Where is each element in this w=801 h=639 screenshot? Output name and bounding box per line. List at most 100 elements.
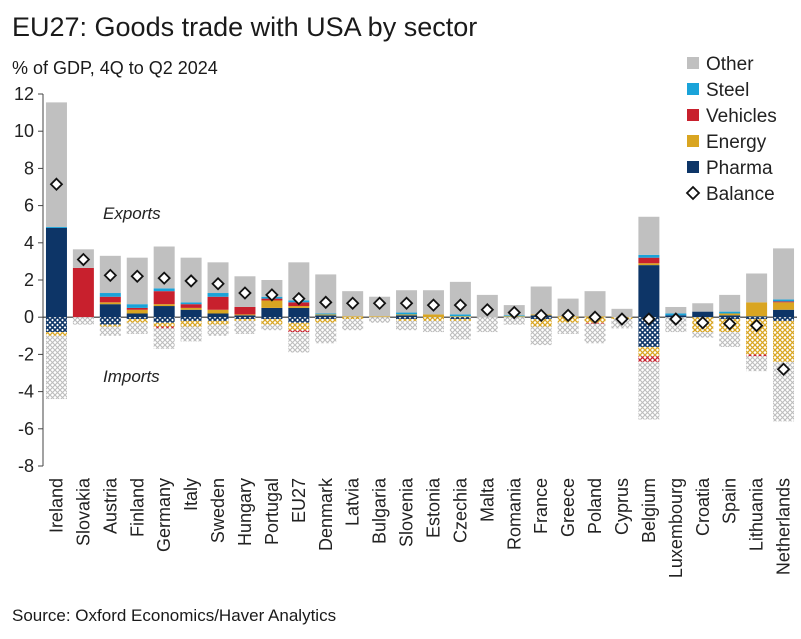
export-bar-energy: [396, 314, 418, 316]
export-bar-vehicles: [773, 301, 795, 303]
x-tick-label: Belgium: [639, 478, 659, 543]
balance-marker: [292, 291, 306, 306]
import-bar-pharma: [153, 317, 175, 323]
import-bar-other: [719, 332, 741, 347]
x-tick-label: Denmark: [316, 477, 336, 551]
imports-annotation: Imports: [103, 367, 160, 386]
import-bar-pharma: [396, 317, 418, 320]
x-tick-label: Estonia: [423, 477, 443, 538]
import-bar-other: [530, 326, 552, 346]
x-tick-label: Austria: [100, 477, 120, 534]
export-bar-pharma: [153, 306, 175, 318]
export-bar-energy: [315, 314, 337, 316]
import-bar-energy: [449, 319, 471, 321]
x-tick-label: Czechia: [450, 477, 470, 543]
export-bar-other: [557, 298, 579, 317]
export-bar-vehicles: [638, 257, 660, 264]
import-bar-other: [422, 320, 444, 333]
export-bar-other: [692, 303, 714, 312]
balance-marker: [534, 308, 548, 323]
import-bar-other: [692, 332, 714, 338]
export-bar-pharma: [99, 304, 121, 318]
import-bar-energy: [261, 319, 283, 325]
import-bar-pharma: [126, 317, 148, 320]
legend-label-balance: Balance: [706, 184, 775, 205]
legend-balance-swatch: [685, 185, 701, 201]
import-bar-other: [396, 320, 418, 331]
import-bar-pharma: [207, 317, 229, 321]
x-tick-label: Italy: [181, 478, 201, 511]
import-bar-other: [153, 328, 175, 349]
import-bar-other: [99, 326, 121, 336]
import-bar-energy: [638, 346, 660, 357]
legend-label-steel: Steel: [706, 80, 749, 101]
export-bar-energy: [180, 307, 202, 310]
legend-swatch-energy: [687, 135, 699, 147]
import-bar-other: [638, 361, 660, 420]
export-bar-energy: [207, 309, 229, 314]
export-bar-vehicles: [72, 267, 94, 318]
export-bar-pharma: [396, 315, 418, 318]
export-bar-other: [746, 273, 768, 303]
export-bar-vehicles: [153, 291, 175, 305]
export-bar-pharma: [315, 315, 337, 318]
import-bar-energy: [315, 319, 337, 323]
export-bar-steel: [449, 314, 471, 317]
import-bar-energy: [396, 319, 418, 321]
export-bar-energy: [773, 302, 795, 310]
balance-marker: [695, 316, 710, 330]
balance-marker: [642, 312, 656, 326]
import-bar-energy: [99, 324, 121, 327]
import-bar-other: [584, 323, 606, 344]
x-tick-label: Finland: [127, 478, 147, 537]
import-bar-pharma: [449, 317, 471, 320]
export-bar-other: [719, 294, 741, 312]
balance-marker: [507, 305, 522, 320]
export-bar-energy: [234, 314, 256, 316]
export-bar-steel: [773, 299, 795, 302]
x-tick-label: EU27: [289, 478, 309, 523]
export-bar-steel: [45, 226, 67, 228]
export-bar-steel: [207, 293, 229, 297]
x-tick-label: Hungary: [235, 478, 255, 546]
export-bar-pharma: [773, 309, 795, 318]
import-bar-energy: [45, 332, 67, 336]
balance-marker: [372, 296, 387, 311]
export-bar-energy: [422, 314, 444, 318]
x-tick-label: France: [531, 478, 551, 534]
x-tick-label: Slovakia: [73, 477, 93, 546]
export-bar-vehicles: [207, 296, 229, 310]
export-bar-vehicles: [180, 304, 202, 308]
chart-subtitle: % of GDP, 4Q to Q2 2024: [12, 58, 218, 78]
export-bar-steel: [126, 304, 148, 308]
export-bar-energy: [261, 300, 283, 308]
export-bar-other: [288, 262, 310, 301]
legend-label-pharma: Pharma: [706, 158, 773, 179]
export-bar-pharma: [45, 227, 67, 318]
balance-marker: [453, 298, 468, 312]
balance-marker: [265, 288, 279, 302]
balance-marker: [184, 274, 198, 288]
balance-marker: [480, 302, 495, 317]
balance-marker: [49, 177, 64, 191]
import-bar-energy: [180, 320, 202, 327]
import-bar-pharma: [773, 317, 795, 321]
import-bar-other: [449, 320, 471, 340]
import-bar-other: [315, 322, 337, 344]
balance-marker: [426, 298, 441, 312]
import-bar-energy: [153, 322, 175, 327]
import-bar-energy: [773, 320, 795, 362]
x-tick-label: Slovenia: [397, 477, 417, 547]
export-bar-pharma: [692, 311, 714, 318]
import-bar-other: [72, 317, 94, 325]
balance-marker: [238, 286, 252, 300]
balance-marker: [615, 312, 629, 326]
export-bar-energy: [449, 316, 471, 318]
import-bar-other: [261, 324, 283, 331]
import-bar-vehicles: [746, 354, 768, 357]
export-bar-energy: [288, 306, 310, 308]
export-bar-vehicles: [234, 306, 256, 315]
export-bar-other: [530, 286, 552, 315]
import-bar-energy: [342, 317, 364, 320]
import-bar-other: [288, 332, 310, 353]
